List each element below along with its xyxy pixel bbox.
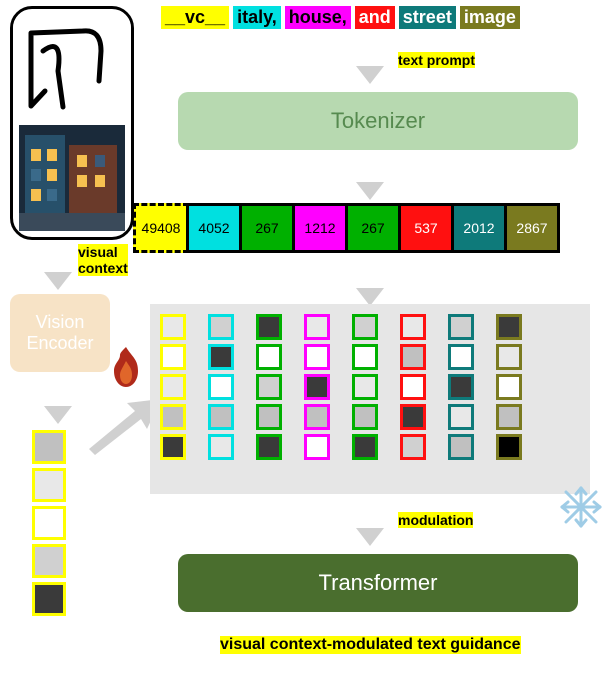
modulation-label: modulation <box>398 512 473 528</box>
embedding-cell <box>32 430 66 464</box>
embedding-column <box>352 314 378 460</box>
embedding-cell <box>208 314 234 340</box>
embedding-cell <box>400 404 426 430</box>
embedding-cell <box>448 374 474 400</box>
embedding-column <box>448 314 474 460</box>
embedding-column <box>400 314 426 460</box>
embedding-cell <box>160 344 186 370</box>
embedding-cell <box>208 374 234 400</box>
image-thumb-icon <box>19 125 125 231</box>
sketch-icon <box>13 11 131 123</box>
arrow-matrix-transformer <box>350 498 390 548</box>
fire-icon <box>108 345 144 389</box>
vision-encoder-box: Vision Encoder <box>10 294 110 372</box>
prompt-word: italy, <box>233 6 281 29</box>
caption: visual context-modulated text guidance <box>220 636 521 654</box>
embedding-cell <box>256 404 282 430</box>
embedding-cell <box>400 434 426 460</box>
arrow-encoder-column <box>38 376 78 426</box>
prompt-word: image <box>460 6 520 29</box>
embedding-cell <box>448 404 474 430</box>
embedding-cell <box>352 314 378 340</box>
embedding-cell <box>160 314 186 340</box>
embedding-matrix <box>160 314 522 460</box>
embedding-cell <box>304 344 330 370</box>
text-prompt-label: text prompt <box>398 52 475 68</box>
token-cell: 267 <box>345 203 401 253</box>
tokenizer-box: Tokenizer <box>178 92 578 150</box>
embedding-cell <box>256 314 282 340</box>
vision-encoder-text: Vision Encoder <box>26 312 93 353</box>
vc-column <box>32 430 66 616</box>
token-cell: 1212 <box>292 203 348 253</box>
prompt-row: __vc__ italy, house, and street image <box>161 6 522 29</box>
token-cell: 537 <box>398 203 454 253</box>
embedding-cell <box>256 374 282 400</box>
token-cell: 49408 <box>133 203 189 253</box>
transformer-box: Transformer <box>178 554 578 612</box>
token-cell: 4052 <box>186 203 242 253</box>
embedding-cell <box>160 374 186 400</box>
embedding-cell <box>304 314 330 340</box>
arrow-frame-encoder <box>38 242 78 292</box>
embedding-cell <box>208 344 234 370</box>
embedding-cell <box>256 344 282 370</box>
embedding-cell <box>496 374 522 400</box>
embedding-cell <box>32 468 66 502</box>
tokens-row: 494084052267121226753720122867 <box>133 203 560 253</box>
embedding-cell <box>448 344 474 370</box>
token-cell: 2012 <box>451 203 507 253</box>
embedding-cell <box>496 314 522 340</box>
embedding-cell <box>400 374 426 400</box>
embedding-cell <box>448 314 474 340</box>
tokenizer-text: Tokenizer <box>331 108 425 134</box>
embedding-cell <box>256 434 282 460</box>
embedding-cell <box>32 544 66 578</box>
prompt-word: house, <box>285 6 351 29</box>
arrow-prompt-tokenizer <box>350 36 390 86</box>
token-cell: 267 <box>239 203 295 253</box>
embedding-column <box>208 314 234 460</box>
embedding-cell <box>352 344 378 370</box>
embedding-cell <box>352 404 378 430</box>
embedding-cell <box>400 344 426 370</box>
snowflake-icon <box>560 486 602 528</box>
embedding-cell <box>496 344 522 370</box>
embedding-cell <box>160 404 186 430</box>
visual-context-label: visual context <box>78 244 128 276</box>
token-cell: 2867 <box>504 203 560 253</box>
embedding-column <box>160 314 186 460</box>
embedding-cell <box>352 434 378 460</box>
embedding-cell <box>304 434 330 460</box>
transformer-text: Transformer <box>319 570 438 596</box>
embedding-cell <box>304 404 330 430</box>
embedding-cell <box>160 434 186 460</box>
embedding-cell <box>496 404 522 430</box>
prompt-word: __vc__ <box>161 6 229 29</box>
prompt-word: street <box>399 6 456 29</box>
prompt-word: and <box>355 6 395 29</box>
embedding-cell <box>304 374 330 400</box>
embedding-column <box>32 430 66 616</box>
arrow-tokenizer-tokens <box>350 152 390 202</box>
embedding-cell <box>32 506 66 540</box>
embedding-cell <box>448 434 474 460</box>
embedding-cell <box>32 582 66 616</box>
arrow-tokens-matrix <box>350 258 390 308</box>
embedding-cell <box>352 374 378 400</box>
embedding-cell <box>208 404 234 430</box>
embedding-column <box>496 314 522 460</box>
embedding-column <box>304 314 330 460</box>
embedding-column <box>256 314 282 460</box>
embedding-cell <box>496 434 522 460</box>
visual-context-frame <box>10 6 134 240</box>
embedding-cell <box>400 314 426 340</box>
embedding-cell <box>208 434 234 460</box>
